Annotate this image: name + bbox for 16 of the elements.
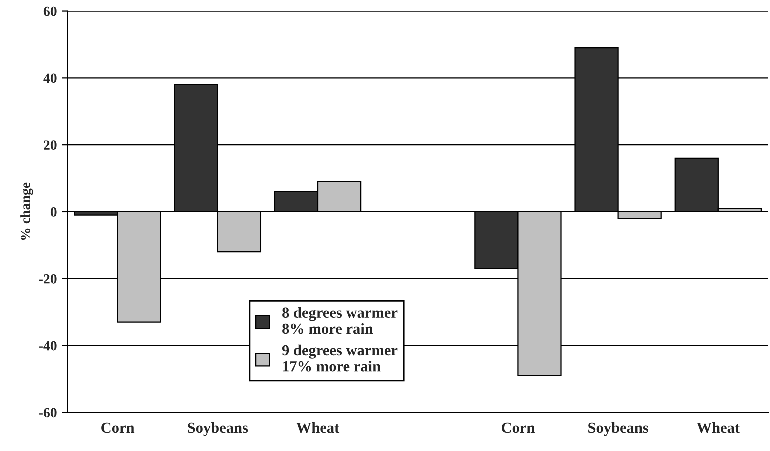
legend-label: 8 degrees warmer 8% more rain	[282, 307, 398, 334]
x-tick-label: Wheat	[696, 422, 740, 434]
y-tick-label: 60	[44, 6, 57, 16]
x-tick-label: Soybeans	[188, 422, 248, 436]
x-tick-label: Corn	[102, 422, 135, 434]
y-tick-label: -40	[39, 341, 57, 351]
legend-label: 9 degrees warmer 17% more rain	[282, 344, 398, 372]
y-tick-label: -20	[39, 274, 57, 284]
y-tick-label: 20	[44, 140, 57, 150]
y-axis-title: % change	[20, 182, 34, 240]
x-tick-label: Corn	[502, 422, 535, 434]
y-tick-label: 40	[44, 74, 57, 84]
x-tick-label: Soybeans	[588, 422, 649, 436]
x-tick-label: Wheat	[296, 422, 340, 434]
y-tick-label: -60	[39, 408, 57, 418]
y-tick-label: 0	[50, 208, 57, 217]
